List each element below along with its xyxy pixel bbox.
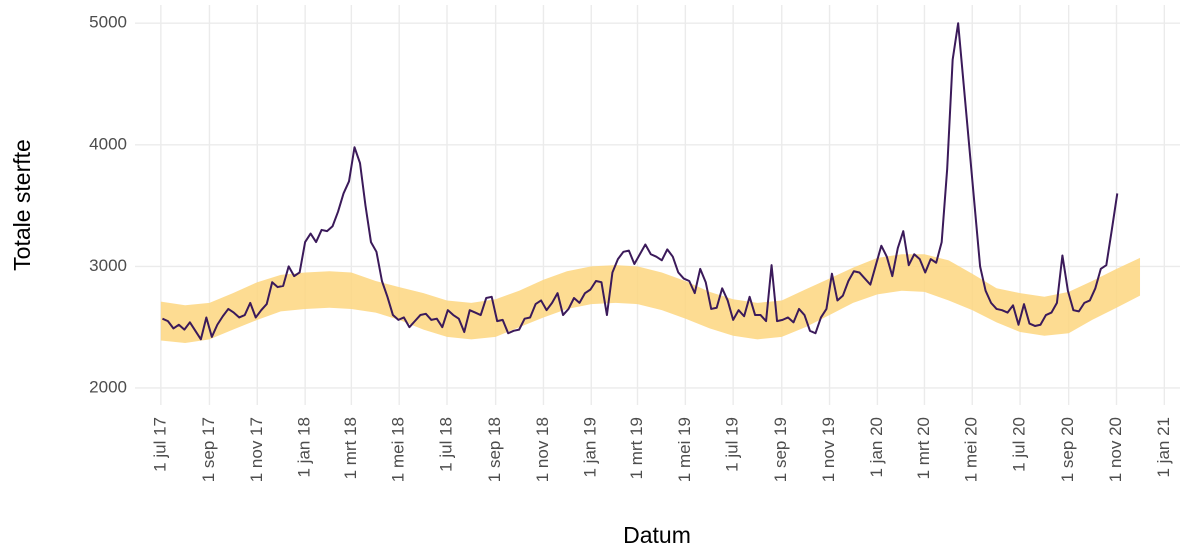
x-tick-label: 1 jul 20 [1010,417,1029,472]
x-tick-label: 1 jul 18 [436,417,455,472]
line [162,22,1119,341]
x-tick-label: 1 sep 20 [1058,417,1077,482]
x-tick-label: 1 jul 17 [150,417,169,472]
x-tick-label: 1 jan 18 [295,417,314,478]
x-tick-label: 1 jan 19 [581,417,600,478]
expected-band [160,254,1141,343]
y-axis-title: Totale sterfte [9,139,35,271]
x-axis-title: Datum [623,522,691,548]
y-tick-label: 3000 [89,256,127,275]
x-tick-label: 1 nov 18 [533,417,552,482]
x-tick-label: 1 nov 17 [247,417,266,482]
x-tick-label: 1 nov 20 [1106,417,1125,482]
x-tick-label: 1 jul 19 [723,417,742,472]
x-tick-label: 1 mrt 18 [341,417,360,479]
x-tick-label: 1 sep 18 [485,417,504,482]
y-tick-label: 4000 [89,134,127,153]
x-tick-label: 1 jan 21 [1154,417,1173,478]
x-tick-label: 1 mrt 20 [914,417,933,479]
x-tick-label: 1 jan 20 [867,417,886,478]
x-tick-label: 1 mei 20 [962,417,981,482]
x-tick-label: 1 nov 19 [819,417,838,482]
y-tick-label: 5000 [89,13,127,32]
x-tick-label: 1 mei 19 [675,417,694,482]
x-tick-label: 1 mrt 19 [627,417,646,479]
y-tick-label: 2000 [89,377,127,396]
x-tick-label: 1 sep 19 [771,417,790,482]
x-tick-label: 1 sep 17 [199,417,218,482]
x-tick-label: 1 mei 18 [389,417,408,482]
